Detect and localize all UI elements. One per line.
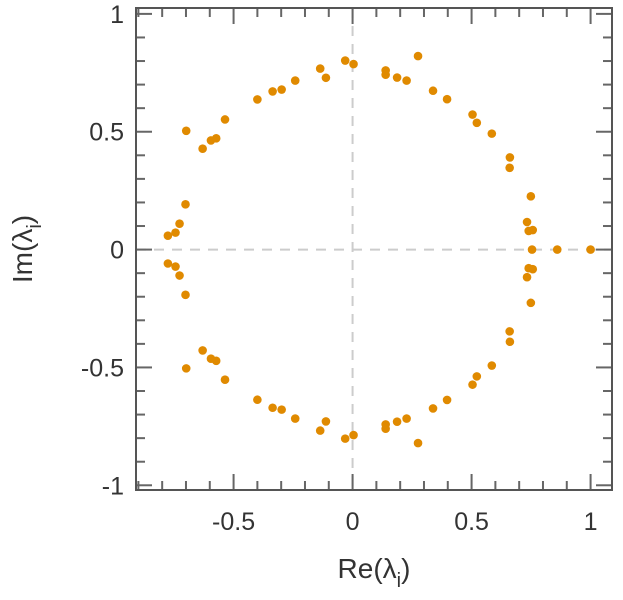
eigenvalue-point: [340, 56, 350, 65]
eigenvalue-point: [526, 298, 536, 308]
y-tick-label: 0.5: [89, 119, 124, 147]
reference-lines: [136, 8, 612, 490]
eigenvalue-point: [552, 245, 562, 254]
x-tick-label: -0.5: [212, 508, 255, 536]
eigenvalue-point: [340, 434, 350, 443]
x-tick-label: 0: [346, 508, 360, 536]
eigenvalue-point: [442, 395, 452, 405]
x-tick-label: 0.5: [454, 508, 489, 536]
eigenvalue-point: [253, 95, 262, 104]
eigenvalue-point: [472, 118, 482, 128]
eigenvalue-point: [198, 144, 207, 154]
eigenvalue-point: [505, 327, 514, 336]
eigenvalue-point: [413, 51, 423, 61]
plot-frame: [135, 7, 613, 491]
tick-labels: -0.5 0 0.5 1 -1 -0.5 0 0.5 1: [81, 1, 598, 536]
x-axis-label: Re(λi): [338, 553, 411, 592]
eigenvalue-point: [181, 364, 191, 373]
eigenvalue-point: [402, 414, 411, 423]
eigenvalue-point: [505, 337, 515, 347]
eigenvalue-point: [181, 290, 190, 300]
eigenvalue-point: [487, 129, 497, 138]
eigenvalue-point: [253, 395, 262, 405]
eigenvalue-point: [290, 76, 300, 85]
eigenvalue-point: [277, 405, 286, 414]
y-tick-label: -1: [102, 472, 124, 500]
eigenvalue-point: [268, 403, 277, 413]
eigenvalue-point: [175, 271, 184, 280]
eigenvalue-point: [268, 87, 277, 96]
eigenvalue-point: [505, 163, 514, 173]
eigenvalue-point: [321, 73, 331, 83]
eigenvalue-point: [220, 375, 230, 384]
x-tick-label: 1: [584, 508, 598, 536]
eigenvalue-point: [442, 94, 452, 104]
eigenvalue-point: [290, 414, 300, 423]
eigenvalue-point: [211, 356, 221, 366]
y-tick-label: 1: [110, 1, 124, 29]
eigenvalue-point: [586, 245, 595, 254]
eigenvalue-point: [487, 361, 497, 370]
eigenvalue-point: [163, 259, 173, 268]
data-points: [163, 51, 595, 448]
eigenvalue-point: [472, 372, 482, 381]
eigenvalue-point: [211, 134, 221, 143]
eigenvalue-point: [198, 346, 207, 355]
eigenvalue-point: [381, 420, 390, 429]
eigenvalue-point: [392, 417, 402, 426]
eigenvalue-point: [315, 64, 325, 73]
eigenvalue-point: [428, 86, 438, 96]
eigenvalue-point: [277, 85, 286, 94]
eigenvalue-point: [181, 200, 190, 209]
eigenvalue-point: [392, 73, 402, 82]
eigenvalue-point: [413, 438, 423, 448]
eigenvalue-point: [528, 264, 538, 274]
eigenvalue-point: [163, 231, 173, 240]
eigenvalue-point: [315, 426, 325, 435]
eigenvalue-point: [505, 153, 515, 162]
y-tick-label: 0: [110, 237, 124, 265]
eigenvalue-point: [528, 225, 538, 235]
eigenvalue-point: [402, 76, 411, 85]
eigenvalue-point: [522, 272, 532, 282]
eigenvalue-point: [181, 126, 191, 136]
eigenvalue-point: [171, 228, 180, 237]
eigenvalue-point: [175, 219, 184, 228]
eigenvalue-point: [527, 245, 537, 254]
eigenvalue-point: [349, 59, 358, 69]
eigenvalue-point: [349, 430, 358, 440]
eigenvalue-point: [522, 217, 532, 227]
eigenvalue-point: [171, 262, 180, 271]
eigenvalue-point: [381, 70, 390, 80]
eigenvalue-point: [526, 192, 536, 201]
eigenvalue-point: [321, 417, 331, 426]
eigenvalue-point: [220, 115, 230, 124]
eigenvalue-point: [468, 380, 477, 389]
y-axis-label: Im(λi): [7, 215, 46, 283]
y-tick-label: -0.5: [81, 354, 124, 382]
eigenvalue-point: [428, 404, 438, 413]
eigenvalue-point: [468, 110, 477, 119]
axis-ticks: [136, 8, 612, 490]
